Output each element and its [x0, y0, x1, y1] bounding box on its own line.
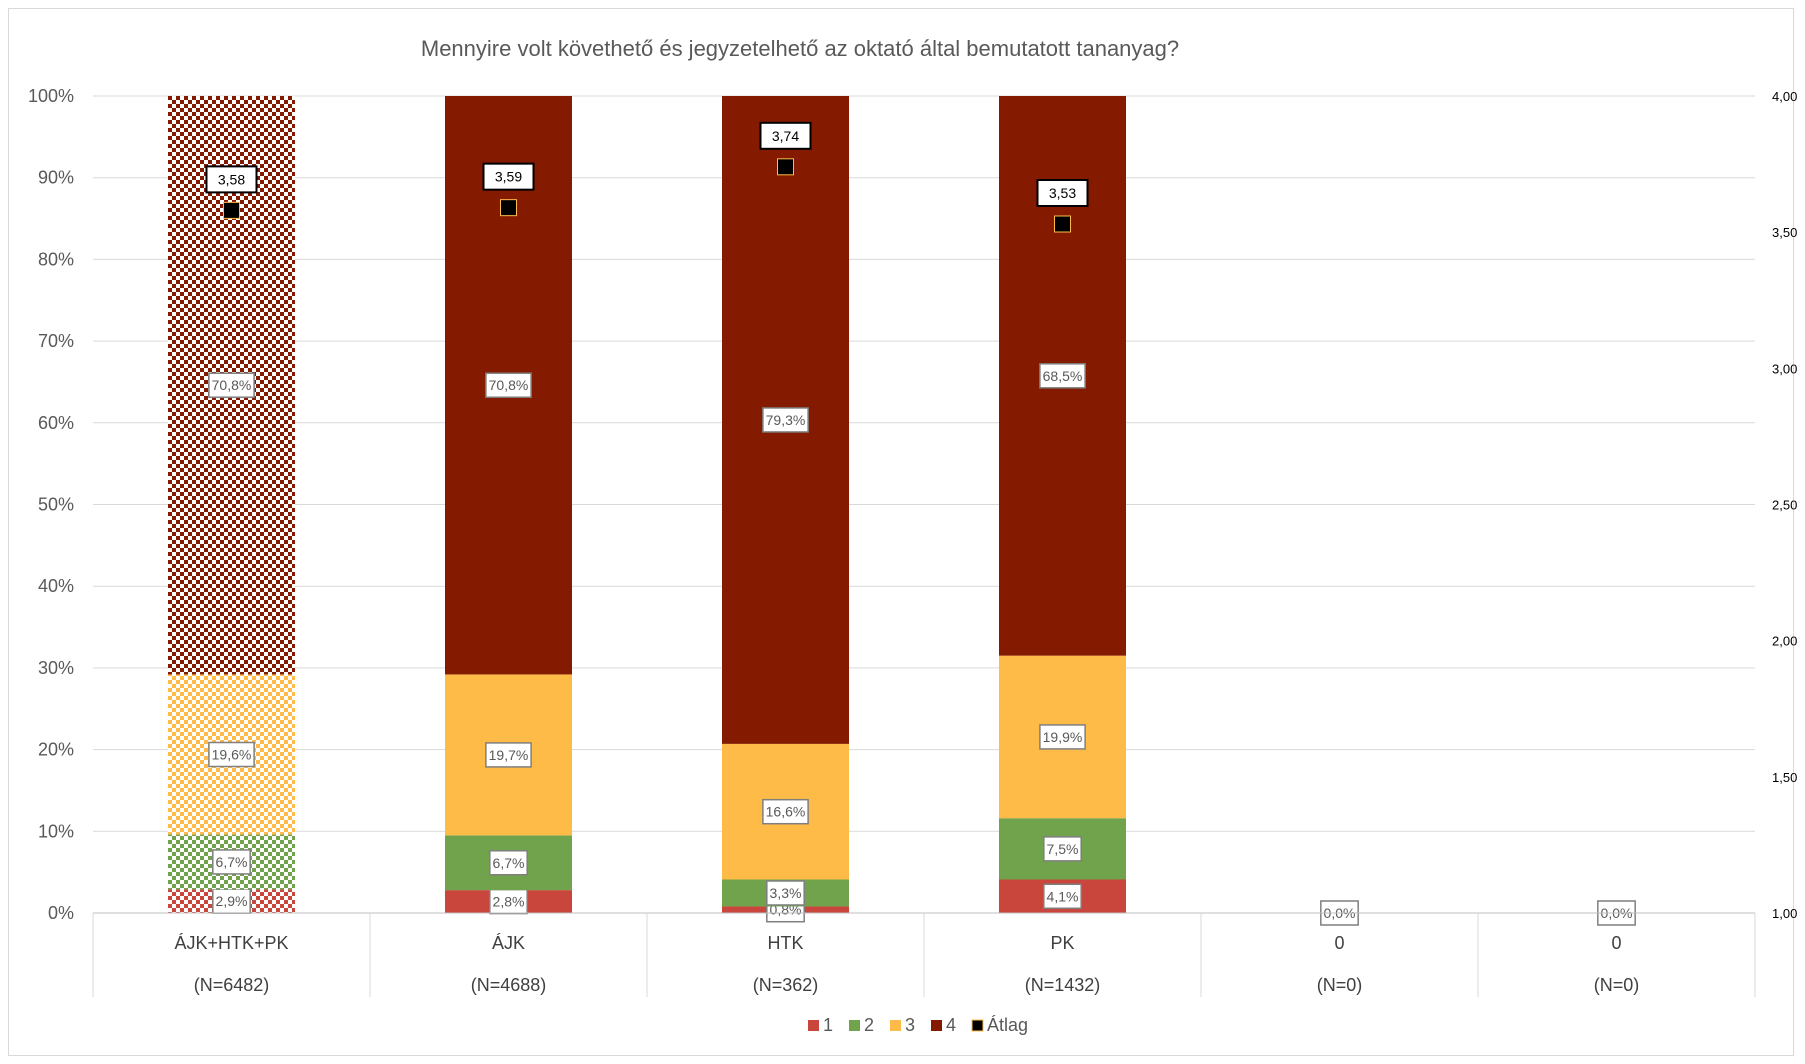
- y-tick-label: 60%: [38, 413, 74, 433]
- data-label: 19,7%: [489, 747, 529, 763]
- y2-tick-label: 1,00: [1772, 906, 1797, 921]
- average-label: 3,59: [495, 169, 522, 185]
- gridlines: [93, 95, 1755, 832]
- data-label: 6,7%: [493, 855, 525, 871]
- y-tick-label: 20%: [38, 740, 74, 760]
- average-marker: [223, 201, 240, 219]
- data-label-box: [212, 888, 251, 914]
- legend-swatch-average: [971, 1019, 984, 1032]
- legend-swatch: [931, 1020, 942, 1031]
- x-category-n-label: (N=4688): [471, 975, 547, 995]
- average-marker: [500, 199, 517, 217]
- data-label: 6,7%: [216, 854, 248, 870]
- average-marker: [1054, 215, 1071, 233]
- legend-swatch: [808, 1020, 819, 1031]
- average-label-box: [1036, 178, 1089, 207]
- legend-label: 1: [823, 1015, 833, 1035]
- x-category-n-label: (N=1432): [1025, 975, 1101, 995]
- y2-tick-label: 3,00: [1772, 361, 1797, 376]
- data-label: 19,6%: [212, 747, 252, 763]
- x-category-label: ÁJK: [492, 933, 525, 953]
- x-axis: ÁJK+HTK+PK (N=6482) ÁJK (N=4688) HTK (N=362) P…: [92, 912, 1756, 997]
- data-label-box: [1043, 883, 1082, 910]
- x-category-n-label: (N=0): [1594, 975, 1640, 995]
- legend-label: 3: [905, 1015, 915, 1035]
- legend-label: Átlag: [987, 1015, 1028, 1035]
- data-label-box: [1039, 363, 1086, 389]
- data-label: 3,3%: [770, 885, 802, 901]
- y-tick-label: 0%: [48, 903, 74, 923]
- y2-tick-label: 2,50: [1772, 498, 1797, 513]
- legend-swatch: [849, 1020, 860, 1031]
- y-tick-label: 90%: [38, 168, 74, 188]
- x-category-label: HTK: [768, 933, 804, 953]
- data-label: 7,5%: [1047, 841, 1079, 857]
- data-label: 19,9%: [1043, 729, 1083, 745]
- average-marker: [777, 158, 794, 176]
- average-series: 3,58 3,59 3,74 3,53: [205, 121, 1089, 233]
- x-category-label: 0: [1334, 933, 1344, 953]
- chart-frame: [8, 8, 1794, 1056]
- y2-tick-label: 2,00: [1772, 634, 1797, 649]
- data-label: 2,8%: [493, 894, 525, 910]
- average-label: 3,53: [1049, 185, 1076, 201]
- y-tick-label: 70%: [38, 331, 74, 351]
- data-label: 4,1%: [1047, 888, 1079, 904]
- data-label-box: [485, 372, 532, 398]
- data-label: 16,6%: [766, 804, 806, 820]
- data-label-box: [1043, 836, 1082, 862]
- data-label: 70,8%: [489, 377, 529, 393]
- y-tick-label: 10%: [38, 821, 74, 841]
- chart-title: Mennyire volt követhető és jegyzetelhető…: [421, 36, 1179, 61]
- data-label-box: [766, 880, 805, 906]
- y2-tick-label: 4,00: [1772, 89, 1797, 104]
- data-label-box: [762, 798, 809, 825]
- x-category-label: PK: [1050, 933, 1074, 953]
- data-label-box: [208, 741, 255, 768]
- average-label-box: [759, 121, 812, 150]
- y-tick-label: 100%: [28, 86, 74, 106]
- x-category-label: ÁJK+HTK+PK: [174, 933, 288, 953]
- average-label-box: [205, 165, 258, 194]
- data-label-box: [212, 849, 251, 875]
- data-label: 2,9%: [216, 893, 248, 909]
- data-label-box: [762, 407, 809, 433]
- x-category-n-label: (N=0): [1317, 975, 1363, 995]
- data-label: 70,8%: [212, 377, 252, 393]
- y-tick-label: 30%: [38, 658, 74, 678]
- y-tick-label: 80%: [38, 249, 74, 269]
- y-tick-label: 50%: [38, 495, 74, 515]
- legend: 1 2 3 4 Átlag: [808, 1015, 1028, 1035]
- average-label: 3,58: [218, 171, 245, 187]
- x-category-label: 0: [1611, 933, 1621, 953]
- legend-label: 4: [946, 1015, 956, 1035]
- y-axis-left: 0% 10% 20% 30% 40% 50% 60% 70% 80% 90% 100%: [28, 86, 74, 923]
- data-label-box: [485, 742, 532, 768]
- data-label-box: [208, 372, 255, 398]
- y-tick-label: 40%: [38, 576, 74, 596]
- y2-tick-label: 3,50: [1772, 225, 1797, 240]
- x-category-n-label: (N=6482): [194, 975, 270, 995]
- data-label-box: [489, 850, 528, 876]
- average-label: 3,74: [772, 128, 799, 144]
- bars: 2,9%6,7%19,6%70,8%2,8%6,7%19,7%70,8%0,8%…: [168, 96, 1636, 926]
- data-label: 79,3%: [766, 412, 806, 428]
- y2-tick-label: 1,50: [1772, 770, 1797, 785]
- y-axis-right: 1,00 1,50 2,00 2,50 3,00 3,50 4,00: [1772, 89, 1797, 921]
- legend-label: 2: [864, 1015, 874, 1035]
- data-label-box: [1039, 724, 1086, 750]
- x-category-n-label: (N=362): [753, 975, 819, 995]
- data-label: 68,5%: [1043, 368, 1083, 384]
- average-label-box: [482, 162, 535, 191]
- legend-swatch: [890, 1020, 901, 1031]
